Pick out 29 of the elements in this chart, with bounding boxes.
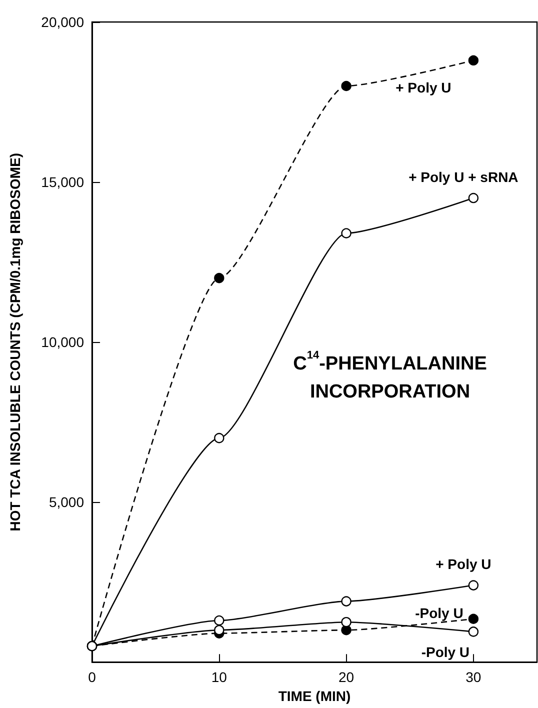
x-tick-label: 0 [88,669,96,686]
point [468,614,479,624]
x-tick-label: 10 [211,669,228,686]
point [341,596,352,606]
series-label: -Poly U [415,604,464,621]
point [468,192,479,204]
series-label: + Poly U [396,80,452,96]
x-tick-label: 20 [338,669,354,686]
point [341,624,352,636]
y-tick-label: 20,000 [41,14,84,30]
y-tick-label: 15,000 [41,174,84,190]
point [468,626,479,637]
series-label: + Poly U [436,556,492,572]
series-label: + Poly U + sRNA [408,168,518,185]
point [341,228,352,238]
point [341,616,352,628]
point [214,272,224,284]
point [468,55,479,66]
series-label: -Poly U [421,644,470,660]
y-tick-label: 10,000 [41,334,84,350]
point [214,432,224,444]
point [214,624,224,636]
point [468,580,479,590]
x-tick-label: 30 [466,669,482,686]
point [214,615,224,626]
y-tick-label: 5,000 [48,494,84,510]
point [341,80,352,92]
y-axis-title: HOT TCA INSOLUBLE COUNTS (CPM/0.1mg RIBOSOME) [7,152,23,532]
x-axis-title: TIME (MIN) [278,688,351,704]
